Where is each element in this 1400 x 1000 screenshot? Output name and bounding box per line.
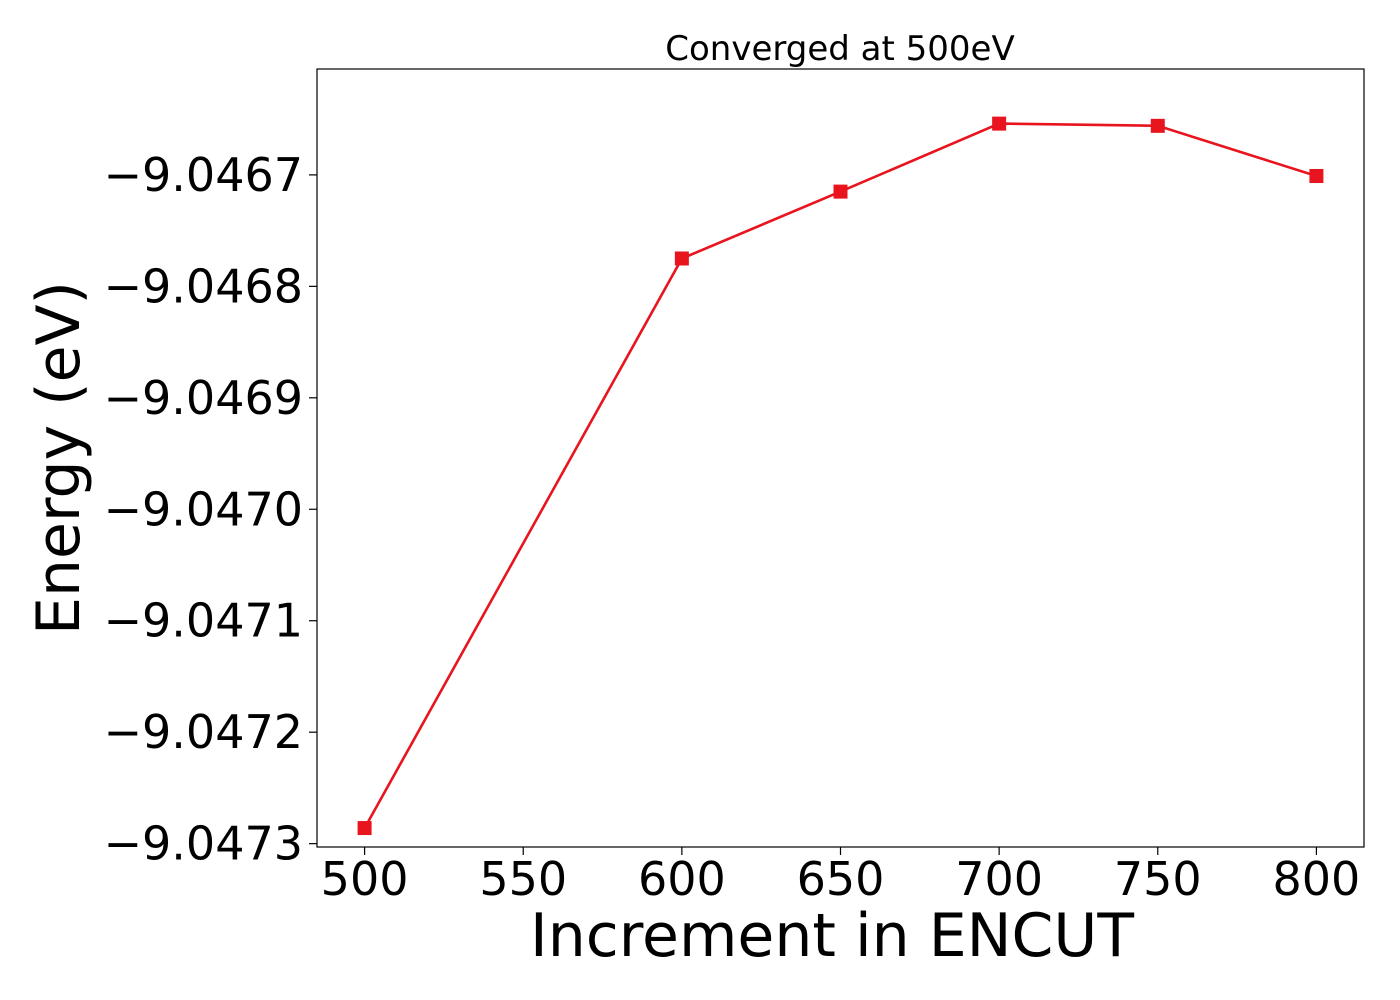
y-tick-label: −9.0468 [104,259,304,313]
y-axis-label: Energy (eV) [24,281,94,635]
data-point-marker [674,251,689,266]
x-tick-label: 750 [1114,852,1202,906]
y-tick-label: −9.0473 [104,817,304,871]
chart-title: Converged at 500eV [665,29,1014,69]
y-axis: −9.0473 −9.0472 −9.0471 −9.0470 −9.0469 −9.04… [104,148,317,871]
x-tick-label: 800 [1273,852,1361,906]
x-tick-label: 700 [955,852,1043,906]
series-markers [357,116,1324,836]
y-tick-label: −9.0471 [104,594,304,648]
y-tick-label: −9.0469 [104,371,304,425]
data-point-marker [833,184,848,199]
data-point-marker [992,116,1007,131]
x-axis-label: Increment in ENCUT [530,901,1134,971]
series-line [363,122,1317,829]
x-tick-label: 600 [638,852,726,906]
x-tick-label: 650 [797,852,885,906]
y-tick-label: −9.0472 [104,705,304,759]
data-point-marker [1309,169,1324,184]
y-tick-label: −9.0470 [104,482,304,536]
y-tick-label: −9.0467 [104,148,304,202]
x-tick-label: 500 [321,852,409,906]
x-tick-label: 550 [479,852,567,906]
x-axis: 500 550 600 650 700 750 800 [321,847,1361,906]
data-point-marker [357,821,372,836]
data-point-marker [1150,118,1165,133]
